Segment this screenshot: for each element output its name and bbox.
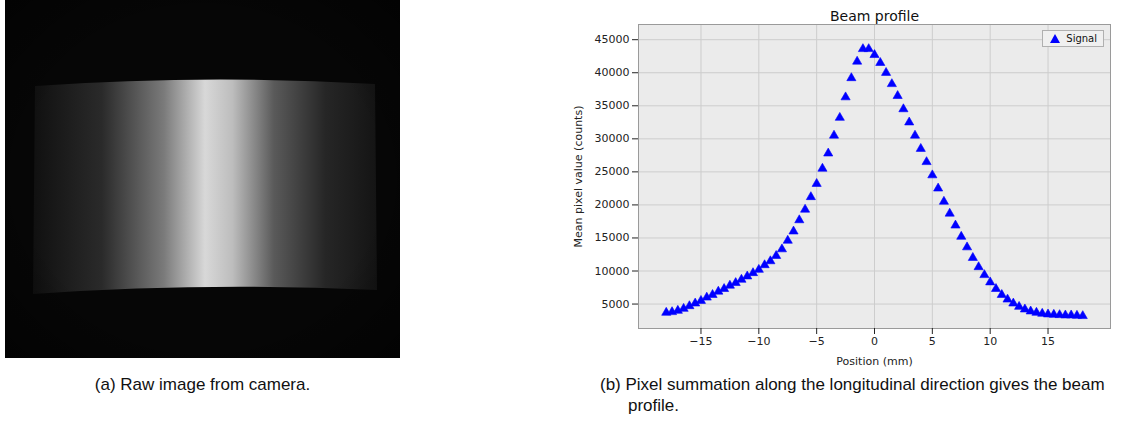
html-text:(a) Raw image from camera.: (a) Raw image from camera. (94, 375, 311, 394)
svg-text:−15: −15 (689, 335, 712, 348)
svg-text:20000: 20000 (595, 198, 630, 211)
svg-text:Mean pixel value (counts): Mean pixel value (counts) (572, 106, 585, 248)
svg-text:35000: 35000 (595, 99, 630, 112)
svg-text:45000: 45000 (595, 33, 630, 46)
html-text:Signal: Signal (1066, 33, 1097, 44)
svg-text:−10: −10 (747, 335, 770, 348)
svg-text:0: 0 (871, 335, 878, 348)
svg-text:10000: 10000 (595, 265, 630, 278)
svg-text:15000: 15000 (595, 231, 630, 244)
svg-text:30000: 30000 (595, 132, 630, 145)
svg-text:15: 15 (1041, 335, 1055, 348)
svg-text:10: 10 (983, 335, 997, 348)
svg-text:5000: 5000 (602, 298, 630, 311)
svg-text:−5: −5 (809, 335, 825, 348)
svg-text:25000: 25000 (595, 165, 630, 178)
svg-text:5: 5 (929, 335, 936, 348)
svg-text:40000: 40000 (595, 66, 630, 79)
svg-text:Position (mm): Position (mm) (836, 355, 912, 368)
html-text:(b) Pixel summation along the: (b) Pixel summation along the longitudin… (600, 375, 1105, 415)
svg-text:Beam profile: Beam profile (830, 8, 919, 24)
